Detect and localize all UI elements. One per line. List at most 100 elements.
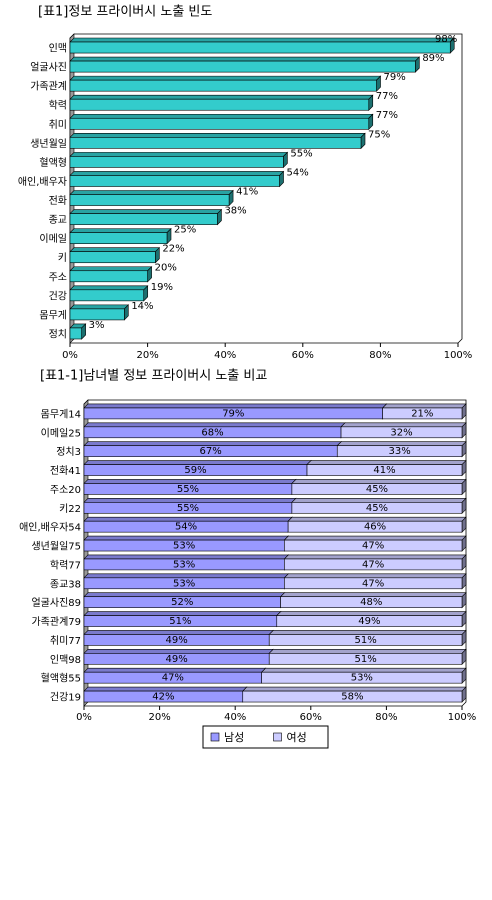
bar-top: [83, 686, 248, 692]
y-tick-label: 건강: [49, 290, 67, 302]
value-label: 33%: [389, 446, 411, 457]
x-tick-label: 0%: [62, 350, 78, 361]
y-tick-label: 몸무게14: [41, 408, 81, 420]
value-label: 41%: [236, 186, 258, 197]
y-tick-label: 종교38: [50, 578, 81, 590]
value-label: 77%: [376, 110, 398, 121]
bar-top: [83, 460, 312, 465]
bar-top: [340, 422, 467, 428]
bar: [284, 558, 463, 571]
bar-top: [291, 479, 467, 484]
bar: [69, 137, 362, 149]
bar: [306, 464, 463, 476]
bar-top: [69, 228, 172, 233]
bar-top: [83, 573, 290, 579]
bar: [69, 194, 230, 206]
value-label: 48%: [360, 597, 382, 608]
bar: [69, 232, 168, 244]
bar: [336, 445, 463, 457]
bar-top: [83, 592, 286, 598]
bar: [69, 308, 125, 321]
legend-label: 여성: [287, 731, 307, 744]
bar-top: [283, 535, 467, 541]
y-tick-label: 취미77: [50, 635, 81, 647]
bar: [69, 327, 82, 340]
bar-top: [69, 94, 374, 100]
value-label: 46%: [364, 522, 386, 533]
bar-top: [69, 190, 234, 195]
x-tick-label: 80%: [375, 712, 397, 723]
value-label: 58%: [341, 692, 363, 703]
y-tick-label: 인맥98: [50, 654, 81, 666]
bar: [268, 653, 463, 665]
bar-top: [69, 37, 455, 43]
value-label: 79%: [384, 72, 406, 83]
bar-top: [69, 75, 382, 81]
bar: [291, 483, 463, 495]
value-label: 51%: [354, 654, 376, 665]
bar-top: [242, 686, 467, 692]
y-tick-label: 전화: [49, 195, 67, 207]
bar: [276, 615, 463, 627]
bar-top: [336, 441, 467, 447]
value-label: 68%: [201, 427, 223, 438]
value-label: 32%: [390, 427, 412, 438]
value-label: 38%: [224, 206, 246, 217]
bar-top: [83, 667, 267, 673]
y-tick-label: 생년월일: [30, 138, 67, 150]
y-tick-label: 이메일25: [41, 427, 81, 439]
y-tick-label: 몸무게: [39, 309, 67, 321]
x-tick-label: 40%: [224, 712, 246, 723]
bar-top: [276, 611, 467, 616]
x-tick-label: 0%: [76, 712, 92, 723]
value-label: 89%: [422, 53, 444, 64]
value-label: 47%: [362, 559, 384, 570]
y-tick-label: 애인,배우자54: [19, 522, 81, 534]
bar-top: [69, 56, 421, 62]
value-label: 51%: [169, 616, 191, 627]
bar-top: [83, 498, 297, 503]
value-label: 49%: [358, 616, 380, 627]
legend-swatch: [210, 732, 220, 742]
y-tick-label: 건강19: [50, 692, 81, 704]
bar: [69, 175, 280, 187]
value-label: 49%: [165, 654, 187, 665]
value-label: 47%: [162, 673, 184, 684]
bar-top: [268, 630, 467, 635]
x-tick-label: 20%: [148, 712, 170, 723]
y-tick-label: 혈액형: [39, 156, 67, 169]
value-label: 20%: [155, 263, 177, 274]
bar: [340, 426, 463, 439]
bar-top: [83, 422, 346, 428]
bar: [69, 156, 284, 168]
value-label: 59%: [184, 465, 206, 476]
bar-top: [83, 535, 290, 541]
value-label: 53%: [173, 559, 195, 570]
bar: [69, 270, 148, 283]
bar-top: [291, 498, 467, 503]
value-label: 22%: [162, 244, 184, 255]
legend-swatch: [273, 732, 282, 742]
y-tick-label: 이메일: [39, 233, 67, 245]
legend-label: 남성: [224, 731, 244, 744]
y-tick-label: 키22: [59, 503, 81, 515]
x-tick-label: 60%: [292, 350, 314, 361]
bar-top: [83, 441, 342, 447]
bar-top: [279, 592, 467, 598]
value-label: 45%: [366, 503, 388, 514]
bar-top: [283, 573, 467, 579]
y-tick-label: 정치3: [56, 446, 81, 458]
bar: [268, 634, 463, 646]
value-label: 53%: [173, 541, 195, 552]
bar-top: [83, 479, 297, 484]
bar: [287, 520, 463, 533]
bar: [69, 60, 416, 73]
bar-top: [69, 266, 153, 272]
legend: [202, 725, 329, 749]
value-label: 55%: [290, 148, 312, 159]
y-tick-label: 혈액형55: [41, 672, 81, 685]
y-tick-label: 얼굴사진: [30, 62, 67, 74]
bar-top: [83, 516, 293, 522]
chart-title: [표1-1]남녀별 정보 프라이버시 노출 비교: [40, 369, 267, 384]
